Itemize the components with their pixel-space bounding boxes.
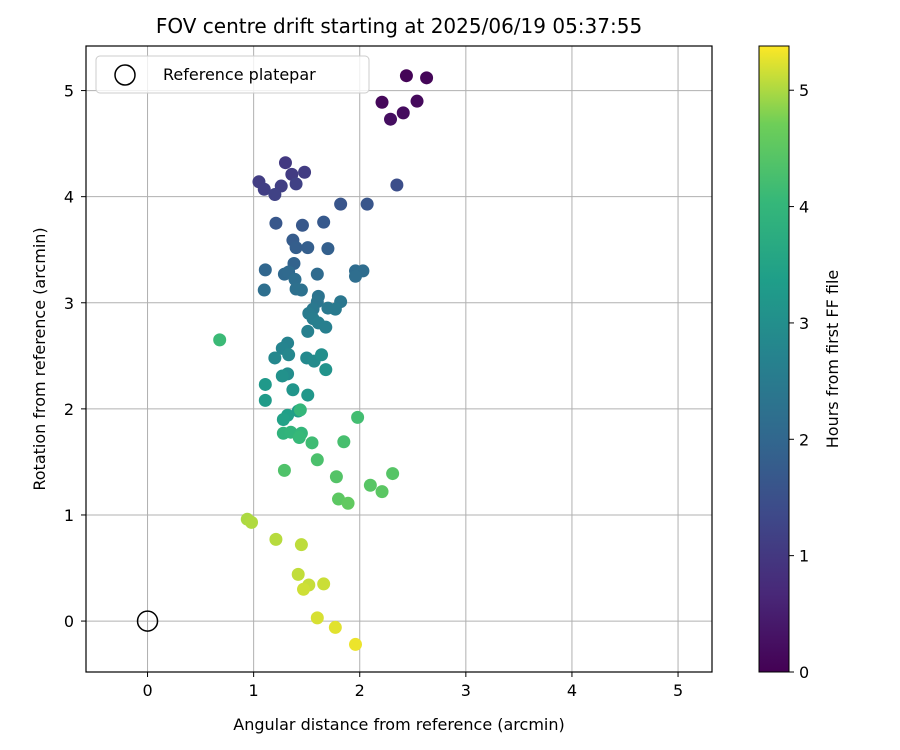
data-point (317, 215, 331, 229)
data-point (317, 577, 331, 591)
data-point (291, 567, 305, 581)
data-point (348, 269, 362, 283)
data-point (294, 283, 308, 297)
chart-title: FOV centre drift starting at 2025/06/19 … (156, 14, 642, 38)
data-point (321, 242, 335, 256)
colorbar-tick-label: 5 (799, 81, 809, 100)
data-point (257, 182, 271, 196)
data-point (288, 272, 302, 286)
data-point (337, 435, 351, 449)
legend-box (95, 55, 370, 94)
data-point (294, 538, 308, 552)
x-tick-label: 1 (249, 681, 259, 700)
data-point (328, 620, 342, 634)
data-point (420, 71, 434, 85)
data-point (351, 410, 365, 424)
data-point (399, 69, 413, 83)
data-point (289, 241, 303, 255)
data-point (310, 267, 324, 281)
data-point (319, 363, 333, 377)
x-tick-label: 5 (673, 681, 683, 700)
data-point (213, 333, 227, 347)
data-point (329, 470, 343, 484)
colorbar-tick-label: 2 (799, 430, 809, 449)
data-point (245, 515, 259, 529)
y-tick-label: 5 (64, 82, 74, 101)
data-point (275, 369, 289, 383)
colorbar-tick-label: 0 (799, 663, 809, 682)
data-point (410, 94, 424, 108)
data-point (286, 383, 300, 397)
plot-frame (85, 45, 713, 673)
data-point (269, 216, 283, 230)
scatter-points (213, 69, 434, 651)
data-point (293, 403, 307, 417)
x-tick-label: 2 (355, 681, 365, 700)
data-point (277, 463, 291, 477)
colorbar-tick-label: 3 (799, 314, 809, 333)
data-point (257, 283, 271, 297)
data-point (297, 582, 311, 596)
legend-label: Reference platepar (163, 65, 316, 84)
data-point (258, 263, 272, 277)
data-point (334, 197, 348, 211)
y-tick-label: 2 (64, 400, 74, 419)
grid (86, 46, 712, 672)
colorbar-ticks: 0 1 2 3 4 5 (789, 81, 809, 682)
legend: Reference platepar (95, 55, 370, 94)
y-axis: 0 1 2 3 4 5 (64, 82, 86, 631)
data-point (305, 436, 319, 450)
data-point (310, 453, 324, 467)
y-axis-label: Rotation from reference (arcmin) (30, 227, 49, 490)
data-point (301, 324, 315, 338)
data-point (276, 412, 290, 426)
data-point (268, 351, 282, 365)
data-point (258, 377, 272, 391)
data-point (298, 165, 312, 179)
data-point (292, 431, 306, 445)
data-point (375, 485, 389, 499)
data-point (390, 178, 404, 192)
y-tick-label: 0 (64, 612, 74, 631)
data-point (315, 348, 329, 362)
data-point (269, 532, 283, 546)
colorbar-tick-label: 4 (799, 198, 809, 217)
x-tick-label: 4 (567, 681, 577, 700)
data-point (386, 467, 400, 481)
data-point (348, 637, 362, 651)
y-tick-label: 4 (64, 188, 74, 207)
data-point (268, 188, 282, 202)
data-point (289, 177, 303, 191)
legend-marker (114, 64, 136, 86)
data-point (282, 348, 296, 362)
data-point (301, 388, 315, 402)
data-point (341, 496, 355, 510)
x-axis-label: Angular distance from reference (arcmin) (233, 715, 564, 734)
data-point (319, 320, 333, 334)
colorbar-label: Hours from first FF file (823, 270, 842, 449)
data-point (363, 478, 377, 492)
data-point (360, 197, 374, 211)
y-tick-label: 1 (64, 506, 74, 525)
data-point (396, 106, 410, 120)
x-axis: 0 1 2 3 4 5 (142, 672, 683, 700)
data-point (278, 156, 292, 170)
data-point (295, 218, 309, 232)
data-point (328, 302, 342, 316)
data-point (258, 393, 272, 407)
y-tick-label: 3 (64, 294, 74, 313)
data-point (375, 95, 389, 109)
colorbar (758, 45, 790, 673)
x-tick-label: 3 (461, 681, 471, 700)
reference-marker (136, 610, 159, 632)
colorbar-tick-label: 1 (799, 547, 809, 566)
data-point (301, 241, 315, 255)
data-point (384, 112, 398, 126)
x-tick-label: 0 (142, 681, 152, 700)
data-point (310, 611, 324, 625)
